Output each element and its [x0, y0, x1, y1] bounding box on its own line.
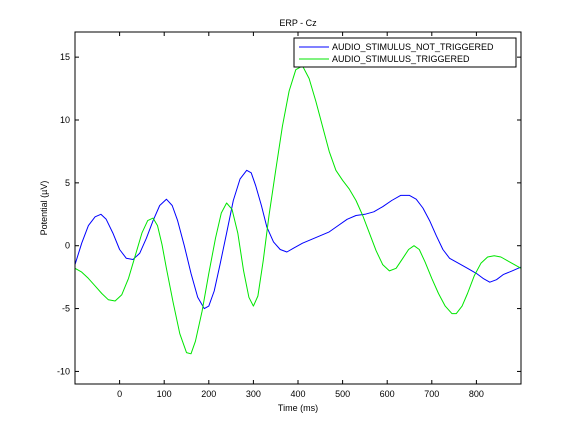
legend: AUDIO_STIMULUS_NOT_TRIGGERED AUDIO_STIMUL… — [293, 37, 517, 68]
x-tick-label: 0 — [117, 389, 122, 399]
y-tick-label: -10 — [57, 366, 70, 376]
y-tick-label: 5 — [65, 178, 70, 188]
chart-title: ERP - Cz — [279, 18, 317, 28]
y-tick-label: 10 — [60, 115, 70, 125]
legend-box — [293, 37, 517, 68]
plot-frame — [74, 31, 522, 385]
x-tick-label: 500 — [335, 389, 350, 399]
y-axis-label: Potential (µV) — [39, 181, 49, 236]
x-axis-label: Time (ms) — [278, 403, 318, 413]
y-tick-label: 0 — [65, 241, 70, 251]
x-tick-label: 800 — [469, 389, 484, 399]
legend-label-1: AUDIO_STIMULUS_NOT_TRIGGERED — [332, 42, 494, 52]
x-tick-label: 200 — [201, 389, 216, 399]
x-tick-label: 300 — [246, 389, 261, 399]
x-tick-label: 100 — [157, 389, 172, 399]
x-tick-label: 600 — [380, 389, 395, 399]
series-line-1 — [74, 169, 522, 310]
legend-label-2: AUDIO_STIMULUS_TRIGGERED — [332, 54, 470, 64]
series-line-2 — [74, 65, 522, 355]
series-layer — [74, 65, 522, 355]
y-tick-label: -5 — [62, 304, 70, 314]
y-tick-label: 15 — [60, 52, 70, 62]
axis-ticks: 0 100 200 300 400 500 600 700 800 -10 -5 0 5 10 15 — [57, 32, 521, 399]
x-tick-label: 400 — [290, 389, 305, 399]
x-tick-label: 700 — [424, 389, 439, 399]
